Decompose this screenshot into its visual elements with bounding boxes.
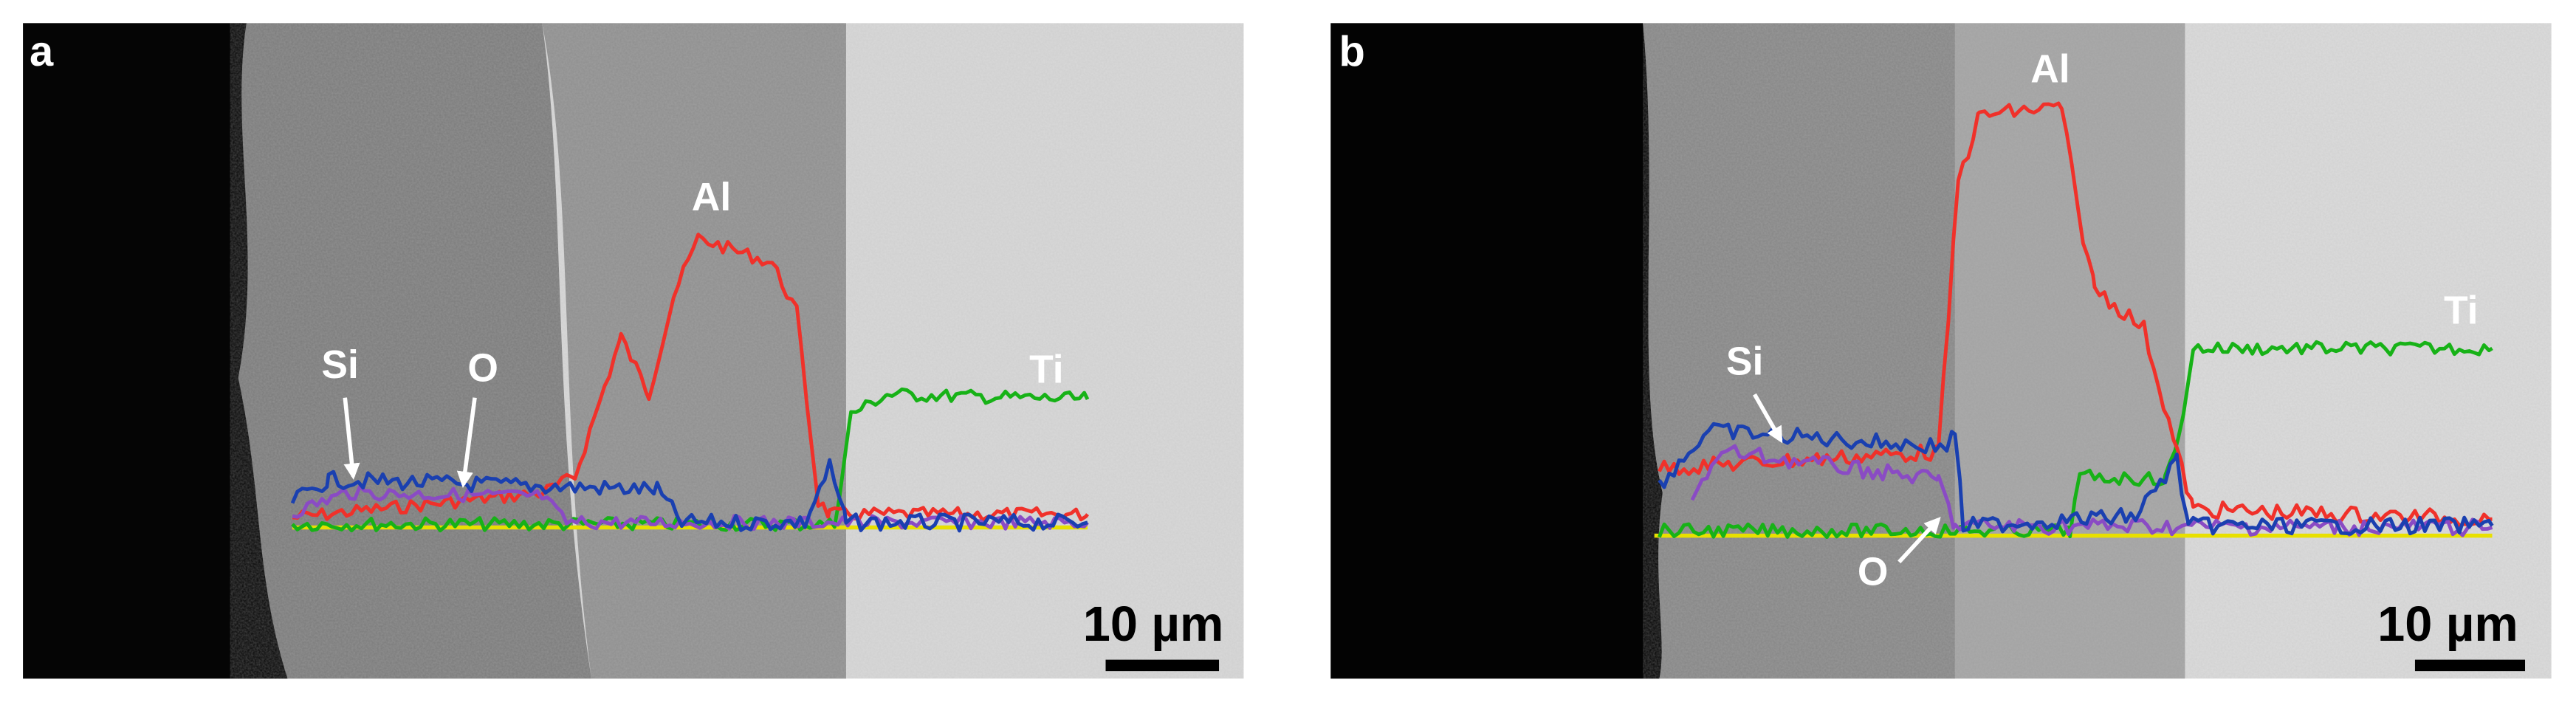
void-region bbox=[1330, 23, 1663, 679]
panel-label: a bbox=[30, 28, 54, 75]
void-region bbox=[23, 23, 288, 679]
element-label: Ti bbox=[2444, 289, 2478, 333]
panel-a: a Al Si O Ti 10 µm bbox=[23, 23, 1244, 679]
element-label: Al bbox=[2030, 47, 2070, 91]
panel-b: b Al Si O Ti 10 µm bbox=[1330, 23, 2552, 679]
scale-bar-label: 10 µm bbox=[1083, 597, 1224, 652]
element-label: O bbox=[1858, 550, 1889, 594]
scale-bar-label: 10 µm bbox=[2377, 597, 2518, 652]
arrow bbox=[456, 397, 477, 489]
si-profile bbox=[1658, 422, 2494, 536]
grain bbox=[1643, 23, 2552, 679]
element-label: Si bbox=[321, 343, 358, 387]
panel-label: b bbox=[1339, 28, 1364, 75]
si-profile bbox=[290, 458, 1088, 533]
al-profile bbox=[292, 233, 1089, 522]
arrow bbox=[1897, 517, 1941, 564]
grain bbox=[230, 23, 1244, 679]
ti-profile bbox=[1658, 340, 2493, 540]
element-label: Si bbox=[1726, 340, 1763, 384]
element-label: Al bbox=[692, 176, 731, 219]
element-label: O bbox=[467, 346, 498, 390]
element-label: Ti bbox=[1029, 348, 1063, 392]
arrow bbox=[343, 397, 360, 480]
arrow bbox=[1753, 393, 1783, 444]
